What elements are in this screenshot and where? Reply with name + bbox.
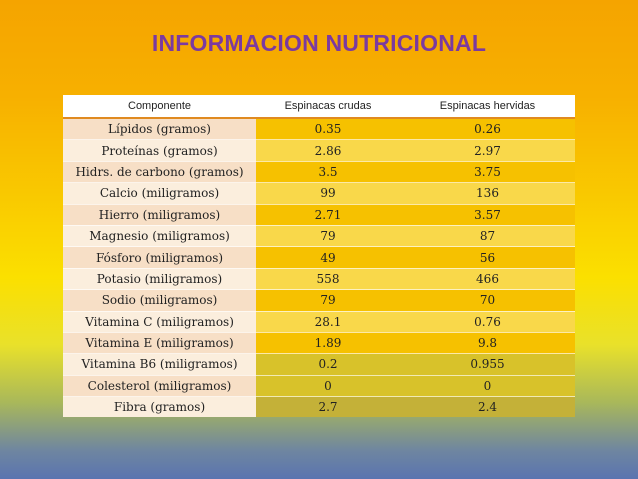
hervidas-value: 0 xyxy=(400,374,575,397)
table-row: Potasio (miligramos) 558 466 xyxy=(63,267,575,290)
table-row: Vitamina B6 (miligramos) 0.2 0.955 xyxy=(63,353,575,376)
hervidas-value: 0.26 xyxy=(400,117,575,140)
column-header-espinacas-crudas: Espinacas crudas xyxy=(256,95,400,118)
row-label: Calcio (miligramos) xyxy=(63,182,256,205)
table-row: Sodio (miligramos) 79 70 xyxy=(63,289,575,312)
table-row: Hierro (miligramos) 2.71 3.57 xyxy=(63,203,575,226)
row-label: Vitamina E (miligramos) xyxy=(63,331,256,354)
hervidas-value: 0.76 xyxy=(400,310,575,333)
hervidas-value: 136 xyxy=(400,182,575,205)
page-title: INFORMACION NUTRICIONAL xyxy=(151,30,487,56)
row-label: Sodio (miligramos) xyxy=(63,289,256,312)
crudas-value: 2.71 xyxy=(256,203,400,226)
table-row: Magnesio (miligramos) 79 87 xyxy=(63,224,575,247)
crudas-value: 79 xyxy=(256,289,400,312)
crudas-value: 558 xyxy=(256,267,400,290)
table-row: Hidrs. de carbono (gramos) 3.5 3.75 xyxy=(63,160,575,183)
hervidas-value: 466 xyxy=(400,267,575,290)
crudas-value: 0.2 xyxy=(256,353,400,376)
table-row: Fibra (gramos) 2.7 2.4 xyxy=(63,396,575,418)
row-label: Colesterol (miligramos) xyxy=(63,374,256,397)
column-header-espinacas-hervidas: Espinacas hervidas xyxy=(400,95,575,118)
hervidas-value: 87 xyxy=(400,224,575,247)
hervidas-value: 2.97 xyxy=(400,139,575,162)
hervidas-value: 56 xyxy=(400,246,575,269)
crudas-value: 49 xyxy=(256,246,400,269)
hervidas-value: 9.8 xyxy=(400,331,575,354)
hervidas-value: 3.57 xyxy=(400,203,575,226)
crudas-value: 0.35 xyxy=(256,117,400,140)
crudas-value: 28.1 xyxy=(256,310,400,333)
hervidas-value: 3.75 xyxy=(400,160,575,183)
row-label: Vitamina B6 (miligramos) xyxy=(63,353,256,376)
row-label: Proteínas (gramos) xyxy=(63,139,256,162)
table-header-row: Componente Espinacas crudas Espinacas he… xyxy=(63,95,575,118)
crudas-value: 1.89 xyxy=(256,331,400,354)
crudas-value: 2.7 xyxy=(256,396,400,418)
nutrition-table: Componente Espinacas crudas Espinacas he… xyxy=(63,95,575,418)
row-label: Hierro (miligramos) xyxy=(63,203,256,226)
row-label: Lípidos (gramos) xyxy=(63,117,256,140)
row-label: Potasio (miligramos) xyxy=(63,267,256,290)
table-row: Proteínas (gramos) 2.86 2.97 xyxy=(63,139,575,162)
table-row: Fósforo (miligramos) 49 56 xyxy=(63,246,575,269)
table-row: Vitamina C (miligramos) 28.1 0.76 xyxy=(63,310,575,333)
table-row: Colesterol (miligramos) 0 0 xyxy=(63,374,575,397)
crudas-value: 79 xyxy=(256,224,400,247)
crudas-value: 0 xyxy=(256,374,400,397)
row-label: Fósforo (miligramos) xyxy=(63,246,256,269)
hervidas-value: 0.955 xyxy=(400,353,575,376)
column-header-componente: Componente xyxy=(63,95,256,118)
hervidas-value: 2.4 xyxy=(400,396,575,418)
row-label: Magnesio (miligramos) xyxy=(63,224,256,247)
table-row: Lípidos (gramos) 0.35 0.26 xyxy=(63,117,575,140)
crudas-value: 99 xyxy=(256,182,400,205)
row-label: Fibra (gramos) xyxy=(63,396,256,418)
crudas-value: 3.5 xyxy=(256,160,400,183)
hervidas-value: 70 xyxy=(400,289,575,312)
table-row: Vitamina E (miligramos) 1.89 9.8 xyxy=(63,331,575,354)
table-row: Calcio (miligramos) 99 136 xyxy=(63,182,575,205)
crudas-value: 2.86 xyxy=(256,139,400,162)
row-label: Hidrs. de carbono (gramos) xyxy=(63,160,256,183)
row-label: Vitamina C (miligramos) xyxy=(63,310,256,333)
